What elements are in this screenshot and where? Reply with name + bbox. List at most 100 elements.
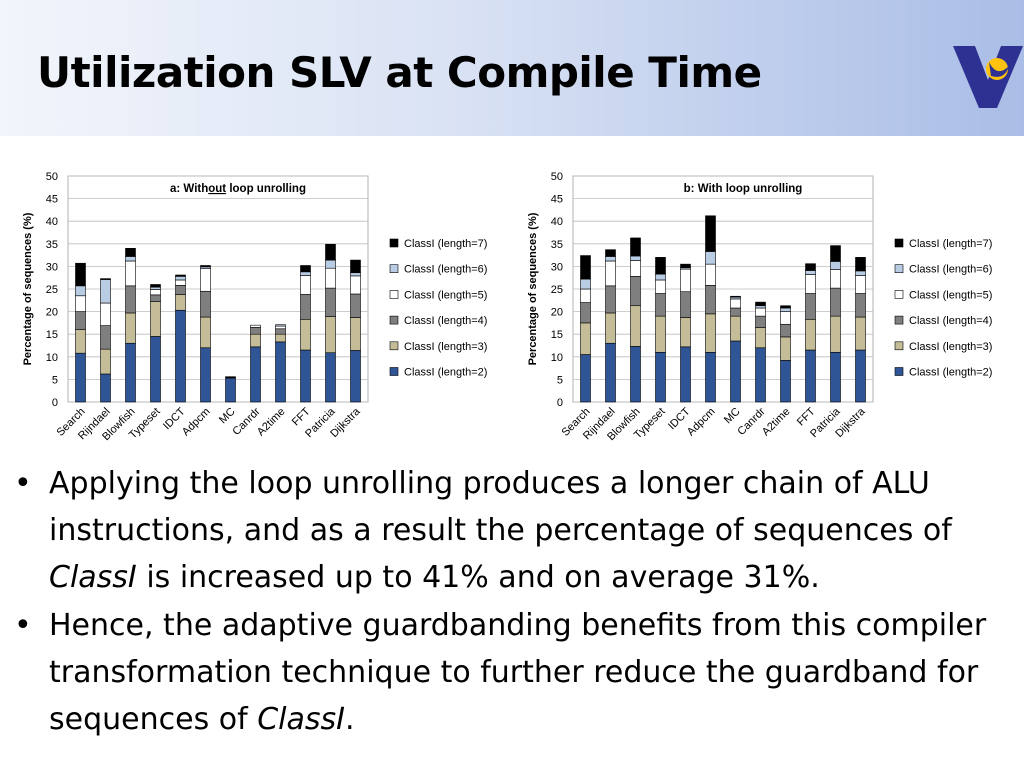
- bar-segment: [755, 307, 766, 317]
- bar-segment: [275, 324, 286, 327]
- legend-swatch: [894, 367, 904, 376]
- y-tick-label: 25: [551, 284, 563, 296]
- bar-segment: [780, 311, 791, 325]
- bar-segment: [830, 287, 841, 317]
- bar-segment: [855, 316, 866, 351]
- bar-segment: [780, 336, 791, 361]
- bar-segment: [175, 285, 186, 295]
- bar-segment: [805, 349, 816, 403]
- bar-segment: [780, 360, 791, 403]
- y-tick-label: 50: [551, 171, 563, 183]
- bar-segment: [830, 245, 841, 262]
- y-tick-label: 20: [551, 307, 563, 319]
- bar-segment: [300, 271, 311, 276]
- bar-segment: [350, 293, 361, 318]
- bar-segment: [730, 295, 741, 298]
- legend-swatch: [894, 264, 904, 273]
- bar-segment: [630, 346, 641, 403]
- bar-segment: [150, 289, 161, 296]
- legend-swatch: [894, 315, 904, 325]
- bullet-text-1c: is increased up to 41% and on average 31…: [136, 560, 820, 595]
- y-tick-label: 5: [557, 374, 563, 386]
- bullet-item: • Hence, the adaptive guardbanding benef…: [12, 602, 1012, 743]
- bar-segment: [605, 342, 616, 403]
- legend-swatch: [894, 238, 904, 248]
- bar-segment: [300, 265, 311, 273]
- y-tick-label: 0: [557, 397, 563, 409]
- bar-segment: [580, 288, 591, 303]
- bar-segment: [605, 285, 616, 314]
- bar-segment: [855, 349, 866, 403]
- legend-swatch: [389, 290, 399, 299]
- bullet-text-2c: .: [344, 702, 355, 737]
- y-tick-label: 30: [46, 261, 58, 273]
- legend-label: ClassI (length=6): [909, 264, 992, 276]
- bar-segment: [350, 272, 361, 277]
- legend-label: ClassI (length=2): [404, 367, 487, 379]
- bar-segment: [275, 341, 286, 403]
- bar-segment: [580, 302, 591, 324]
- bullet-dot: •: [14, 466, 32, 501]
- bar-segment: [855, 275, 866, 294]
- bar-segment: [325, 243, 336, 261]
- legend-label: ClassI (length=4): [404, 315, 487, 327]
- bullet-text-1b: ClassI: [49, 560, 137, 595]
- chart-title-part: a: With: [170, 183, 208, 195]
- legend-label: ClassI (length=3): [404, 341, 487, 353]
- bar-segment: [630, 305, 641, 347]
- bar-segment: [655, 315, 666, 353]
- bar-segment: [680, 291, 691, 318]
- bar-segment: [100, 278, 111, 280]
- y-tick-label: 40: [551, 216, 563, 228]
- bar-segment: [655, 351, 666, 403]
- chart-title-part: b: With loop unrolling: [684, 183, 803, 195]
- legend-label: ClassI (length=2): [909, 367, 992, 379]
- bar-segment: [300, 294, 311, 320]
- y-tick-label: 50: [46, 171, 58, 183]
- x-tick-label: A2time: [760, 406, 793, 439]
- bar-segment: [580, 278, 591, 290]
- bar-segment: [275, 333, 286, 343]
- bar-segment: [125, 342, 136, 403]
- bar-segment: [350, 317, 361, 351]
- bar-segment: [780, 305, 791, 309]
- bar-segment: [125, 285, 136, 314]
- bar-segment: [125, 260, 136, 287]
- y-tick-label: 20: [46, 307, 58, 319]
- y-tick-label: 30: [551, 261, 563, 273]
- bar-segment: [580, 322, 591, 355]
- bar-segment: [175, 274, 186, 277]
- bar-segment: [680, 317, 691, 348]
- bullet-item: • Applying the loop unrolling produces a…: [12, 460, 1012, 601]
- y-tick-label: 35: [46, 239, 58, 251]
- bar-segment: [175, 309, 186, 403]
- bar-segment: [780, 323, 791, 338]
- bar-segment: [855, 270, 866, 276]
- bar-segment: [75, 352, 86, 403]
- bar-segment: [150, 286, 161, 290]
- bar-segment: [350, 259, 361, 274]
- bar-segment: [680, 263, 691, 269]
- bar-segment: [705, 285, 716, 315]
- chart-without-unrolling: 0 5 10 15 20 25 30 35 40 45 50 Percentage of sequen…: [22, 171, 487, 443]
- y-tick-label: 15: [46, 329, 58, 341]
- bar-segment: [150, 284, 161, 288]
- bar-segment: [75, 329, 86, 354]
- bullet-dot: •: [14, 608, 32, 643]
- bar-segment: [580, 255, 591, 280]
- bar-segment: [300, 349, 311, 403]
- bar-segment: [830, 261, 841, 270]
- bar-segment: [655, 273, 666, 281]
- legend-label: ClassI (length=4): [909, 315, 992, 327]
- bar-segment: [100, 348, 111, 375]
- legend-label: ClassI (length=7): [909, 238, 992, 250]
- bar-segment: [175, 294, 186, 311]
- bar-segment: [655, 257, 666, 275]
- bar-segment: [350, 350, 361, 403]
- bar-segment: [250, 333, 261, 348]
- bullet-text-2a: Hence, the adaptive guardbanding benefit…: [49, 608, 987, 737]
- legend-label: ClassI (length=6): [404, 264, 487, 276]
- bar-segment: [200, 316, 211, 349]
- bar-segment: [805, 293, 816, 320]
- legend-label: ClassI (length=3): [909, 341, 992, 353]
